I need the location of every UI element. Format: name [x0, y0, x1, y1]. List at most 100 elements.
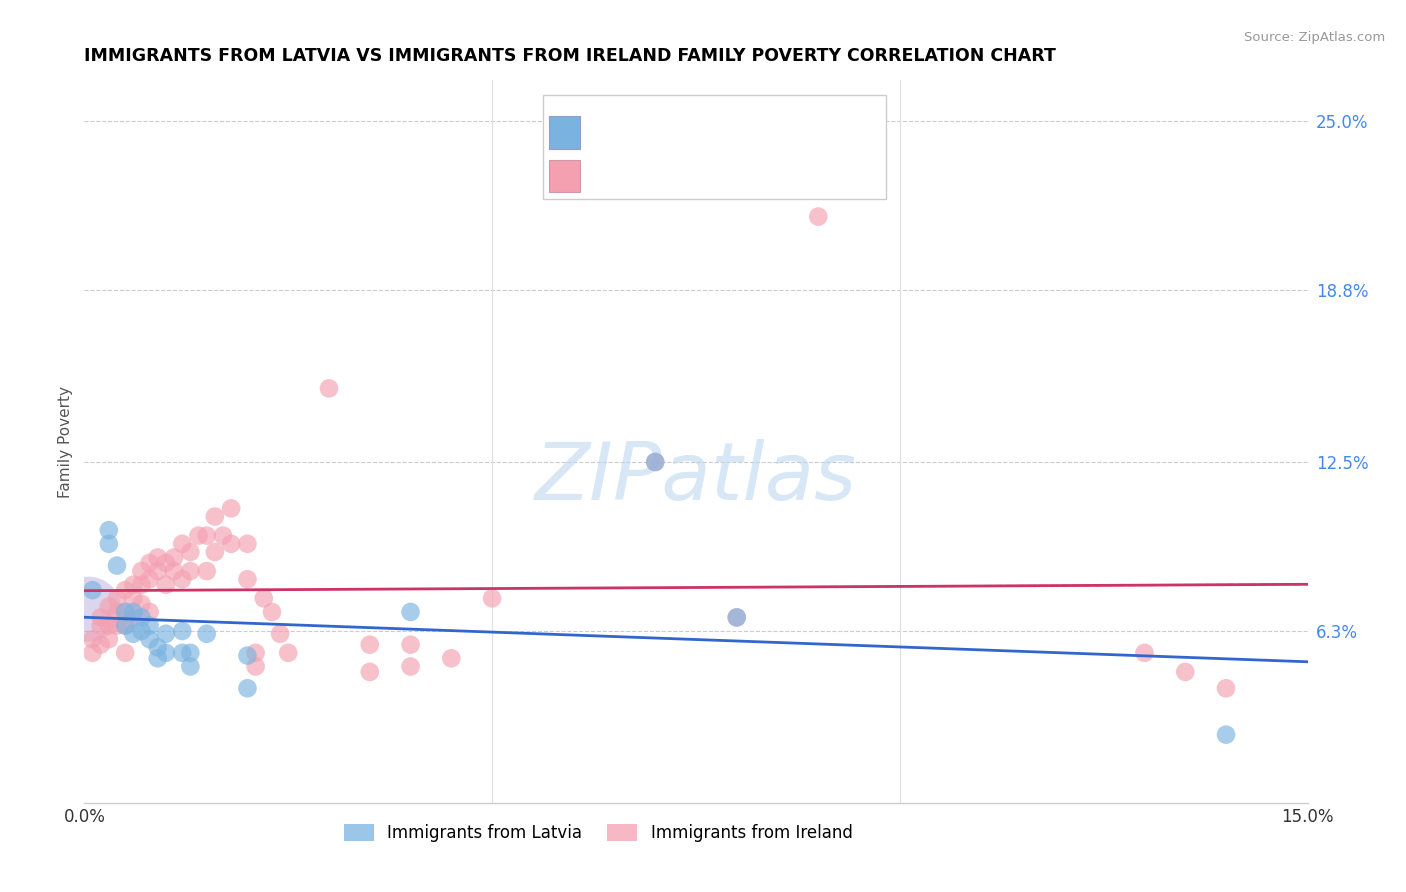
Point — [399, 638, 422, 652]
Point — [204, 545, 226, 559]
Point — [114, 583, 136, 598]
Point — [1215, 728, 1237, 742]
Point — [236, 648, 259, 663]
Point — [82, 632, 104, 647]
Point — [122, 610, 145, 624]
Point — [138, 605, 160, 619]
FancyBboxPatch shape — [550, 160, 579, 193]
Point — [195, 528, 218, 542]
FancyBboxPatch shape — [543, 95, 886, 200]
Point — [122, 626, 145, 640]
Point — [114, 618, 136, 632]
Point — [105, 591, 128, 606]
Point — [179, 659, 201, 673]
Point — [131, 597, 153, 611]
Point — [155, 626, 177, 640]
Point — [440, 651, 463, 665]
Point — [359, 665, 381, 679]
Point — [212, 528, 235, 542]
Text: Source: ZipAtlas.com: Source: ZipAtlas.com — [1244, 31, 1385, 45]
Point — [253, 591, 276, 606]
Point — [105, 605, 128, 619]
Point — [644, 455, 666, 469]
FancyBboxPatch shape — [550, 116, 579, 149]
Point — [725, 610, 748, 624]
Point — [114, 605, 136, 619]
Point — [260, 605, 283, 619]
Point — [277, 646, 299, 660]
Point — [155, 646, 177, 660]
Point — [131, 577, 153, 591]
Point — [399, 659, 422, 673]
Point — [138, 632, 160, 647]
Point — [77, 602, 100, 616]
Point — [114, 646, 136, 660]
Point — [172, 572, 194, 586]
Point — [245, 646, 267, 660]
Point — [97, 523, 120, 537]
Point — [82, 646, 104, 660]
Point — [114, 605, 136, 619]
Point — [146, 651, 169, 665]
Point — [399, 605, 422, 619]
Text: ZIPatlas: ZIPatlas — [534, 439, 858, 516]
Point — [105, 618, 128, 632]
Point — [146, 550, 169, 565]
Point — [187, 528, 209, 542]
Point — [122, 577, 145, 591]
Point — [359, 638, 381, 652]
Point — [172, 646, 194, 660]
Point — [90, 638, 112, 652]
Point — [97, 632, 120, 647]
Point — [163, 550, 186, 565]
Point — [219, 537, 242, 551]
Point — [179, 545, 201, 559]
Text: R = 0.485   N = 63: R = 0.485 N = 63 — [561, 174, 728, 192]
Point — [146, 564, 169, 578]
Point — [236, 681, 259, 696]
Point — [105, 558, 128, 573]
Point — [236, 572, 259, 586]
Point — [114, 618, 136, 632]
Point — [122, 591, 145, 606]
Point — [131, 610, 153, 624]
Point — [219, 501, 242, 516]
Point — [725, 610, 748, 624]
Point — [1133, 646, 1156, 660]
Point — [138, 556, 160, 570]
Text: IMMIGRANTS FROM LATVIA VS IMMIGRANTS FROM IRELAND FAMILY POVERTY CORRELATION CHA: IMMIGRANTS FROM LATVIA VS IMMIGRANTS FRO… — [84, 47, 1056, 65]
Y-axis label: Family Poverty: Family Poverty — [58, 385, 73, 498]
Point — [204, 509, 226, 524]
Point — [90, 618, 112, 632]
Point — [179, 646, 201, 660]
Point — [236, 537, 259, 551]
Point — [807, 210, 830, 224]
Point — [245, 659, 267, 673]
Point — [1215, 681, 1237, 696]
Point — [1174, 665, 1197, 679]
Point — [179, 564, 201, 578]
Point — [122, 605, 145, 619]
Point — [90, 610, 112, 624]
Point — [481, 591, 503, 606]
Point — [138, 618, 160, 632]
Legend: Immigrants from Latvia, Immigrants from Ireland: Immigrants from Latvia, Immigrants from … — [337, 817, 859, 848]
Point — [269, 626, 291, 640]
Point — [131, 624, 153, 638]
Point — [163, 564, 186, 578]
Point — [82, 583, 104, 598]
Point — [172, 537, 194, 551]
Point — [138, 572, 160, 586]
Point — [97, 537, 120, 551]
Point — [644, 455, 666, 469]
Point — [155, 577, 177, 591]
Point — [172, 624, 194, 638]
Point — [131, 564, 153, 578]
Point — [155, 556, 177, 570]
Point — [146, 640, 169, 655]
Point — [195, 626, 218, 640]
Point — [97, 599, 120, 614]
Point — [97, 618, 120, 632]
Text: R = -0.171   N = 27: R = -0.171 N = 27 — [561, 131, 735, 149]
Point — [195, 564, 218, 578]
